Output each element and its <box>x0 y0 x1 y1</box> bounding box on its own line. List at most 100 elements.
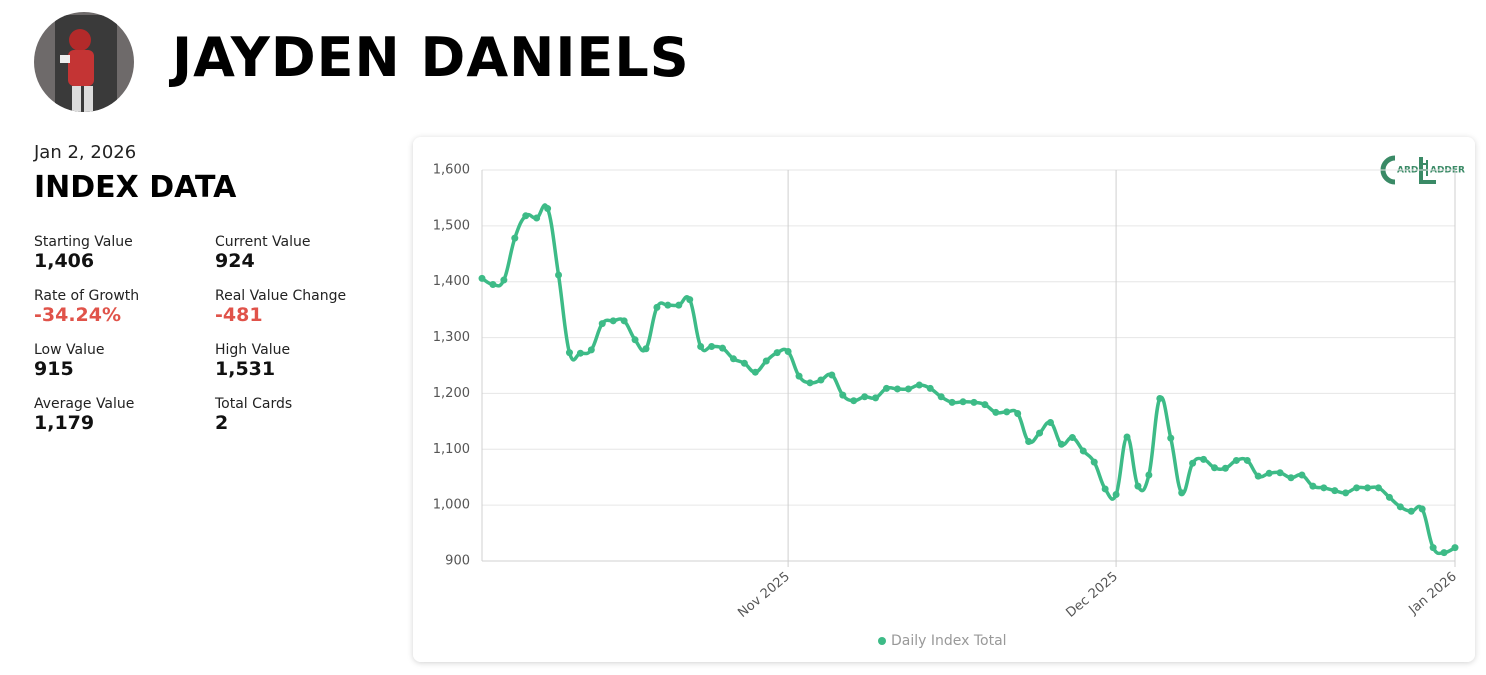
point <box>511 234 519 242</box>
point <box>1036 429 1044 437</box>
point <box>883 384 891 392</box>
point <box>1385 493 1393 501</box>
stat-value: 2 <box>215 412 229 434</box>
point <box>992 408 1000 416</box>
avatar <box>34 12 134 112</box>
point <box>959 398 967 406</box>
stat-label: Real Value Change <box>215 288 347 304</box>
point <box>1014 410 1022 418</box>
point <box>1265 469 1273 477</box>
point <box>795 372 803 380</box>
stat-label: Starting Value <box>34 234 133 250</box>
point <box>1309 482 1317 490</box>
point <box>773 349 781 357</box>
point <box>1287 474 1295 482</box>
point <box>970 398 978 406</box>
stat-value: 1,531 <box>215 358 276 380</box>
point <box>598 320 606 328</box>
point <box>729 355 737 363</box>
y-tick-label: 1,200 <box>433 386 470 401</box>
stat-value: 1,179 <box>34 412 95 434</box>
point <box>1178 489 1186 497</box>
legend-marker <box>878 637 886 645</box>
point <box>522 212 530 220</box>
point <box>1254 472 1262 480</box>
point <box>653 303 661 311</box>
point <box>587 346 595 354</box>
point <box>1243 456 1251 464</box>
point <box>719 344 727 352</box>
point <box>1407 507 1415 515</box>
point <box>1440 549 1448 557</box>
point <box>1429 544 1437 552</box>
point <box>872 394 880 402</box>
point <box>981 401 989 409</box>
point <box>1167 434 1175 442</box>
point <box>784 348 792 356</box>
point <box>926 384 934 392</box>
point <box>1374 484 1382 492</box>
point <box>1364 484 1372 492</box>
y-tick-label: 1,500 <box>433 218 470 233</box>
point <box>1396 503 1404 511</box>
point <box>904 385 912 393</box>
point <box>1451 544 1459 552</box>
point <box>1134 482 1142 490</box>
point <box>1298 471 1306 479</box>
point <box>708 343 716 351</box>
stat-label: Rate of Growth <box>34 288 140 304</box>
point <box>565 349 573 357</box>
point <box>751 368 759 376</box>
point <box>1331 487 1339 495</box>
point <box>620 317 628 325</box>
point <box>1145 471 1153 479</box>
point <box>828 371 836 379</box>
point <box>609 317 617 325</box>
point <box>1320 484 1328 492</box>
point <box>1057 440 1065 448</box>
point <box>850 397 858 405</box>
point <box>1025 437 1033 445</box>
point <box>533 214 541 222</box>
point <box>1276 469 1284 477</box>
stat-label: Average Value <box>34 396 135 412</box>
point <box>686 296 694 304</box>
point <box>1046 418 1054 426</box>
point <box>1156 394 1164 402</box>
point <box>697 343 705 351</box>
point <box>1210 464 1218 472</box>
section-heading: INDEX DATA <box>34 170 237 205</box>
point <box>1353 484 1361 492</box>
point <box>664 301 672 309</box>
point <box>555 271 563 279</box>
point <box>817 376 825 384</box>
point <box>893 385 901 393</box>
point <box>948 398 956 406</box>
point <box>642 345 650 353</box>
point <box>1123 433 1131 441</box>
point <box>806 379 814 387</box>
point <box>1342 489 1350 497</box>
point <box>1079 447 1087 455</box>
point <box>500 276 508 284</box>
y-tick-label: 1,100 <box>433 442 470 457</box>
stat-label: Low Value <box>34 342 105 358</box>
point <box>1221 464 1229 472</box>
point <box>1200 455 1208 463</box>
point <box>1003 408 1011 416</box>
stat-label: Total Cards <box>215 396 293 412</box>
stat-label: Current Value <box>215 234 311 250</box>
date: Jan 2, 2026 <box>34 142 137 163</box>
point <box>1232 456 1240 464</box>
point <box>1112 491 1120 499</box>
point <box>839 391 847 399</box>
y-tick-label: 1,400 <box>433 274 470 289</box>
y-tick-label: 1,600 <box>433 163 470 178</box>
point <box>576 349 584 357</box>
stat-value: 915 <box>34 358 74 380</box>
point <box>489 281 497 289</box>
y-tick-label: 900 <box>445 554 470 569</box>
point <box>861 393 869 401</box>
